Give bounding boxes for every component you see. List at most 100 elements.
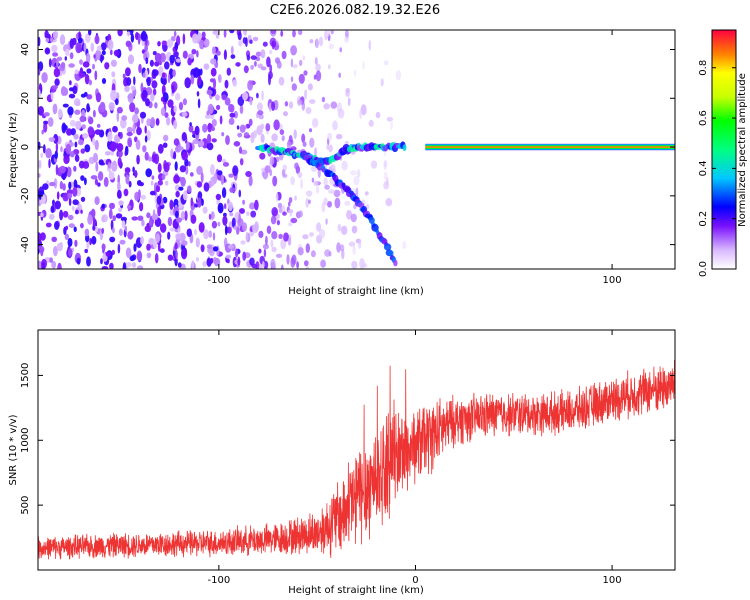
noise-blob bbox=[110, 89, 117, 101]
noise-blob bbox=[245, 37, 248, 48]
noise-blob bbox=[197, 140, 205, 148]
noise-blob bbox=[196, 257, 199, 262]
colorbar-tick-label: 0.4 bbox=[698, 160, 709, 176]
noise-blob bbox=[44, 47, 51, 55]
colorbar bbox=[711, 29, 737, 270]
noise-blob bbox=[247, 80, 254, 91]
noise-blob bbox=[93, 152, 98, 163]
noise-blob bbox=[315, 70, 322, 82]
noise-blob bbox=[80, 209, 83, 214]
noise-blob bbox=[169, 227, 176, 232]
noise-blob bbox=[109, 202, 115, 210]
noise-blob bbox=[221, 187, 227, 199]
noise-blob bbox=[139, 111, 147, 119]
noise-blob bbox=[86, 105, 91, 112]
noise-blob bbox=[107, 39, 114, 51]
noise-blob bbox=[112, 227, 115, 234]
noise-blob bbox=[339, 47, 343, 53]
noise-blob bbox=[109, 262, 114, 269]
noise-blob bbox=[270, 239, 274, 248]
noise-blob bbox=[328, 144, 333, 153]
noise-blob bbox=[117, 149, 123, 158]
noise-blob bbox=[177, 262, 182, 268]
noise-blob bbox=[38, 68, 41, 76]
noise-blob bbox=[175, 233, 182, 240]
noise-blob bbox=[211, 138, 217, 143]
noise-blob bbox=[246, 211, 250, 217]
noise-blob bbox=[210, 257, 214, 264]
noise-blob bbox=[167, 231, 171, 240]
noise-blob bbox=[110, 59, 117, 67]
noise-blob bbox=[162, 92, 169, 103]
noise-blob bbox=[64, 56, 68, 61]
noise-blob bbox=[96, 123, 101, 128]
noise-blob bbox=[297, 247, 304, 256]
noise-blob bbox=[126, 77, 132, 86]
noise-blob bbox=[226, 67, 231, 76]
noise-blob bbox=[275, 192, 279, 202]
noise-blob bbox=[217, 74, 222, 83]
noise-blob bbox=[117, 243, 121, 254]
noise-blob bbox=[211, 46, 216, 55]
colorbar-tick-label: 0.0 bbox=[698, 261, 709, 277]
noise-blob bbox=[239, 158, 244, 166]
noise-blob bbox=[184, 210, 188, 221]
noise-blob bbox=[67, 106, 74, 116]
noise-blob bbox=[208, 213, 212, 220]
noise-blob bbox=[328, 189, 335, 194]
noise-blob bbox=[90, 208, 96, 218]
noise-blob bbox=[210, 67, 217, 77]
noise-blob bbox=[89, 238, 92, 246]
noise-blob bbox=[301, 133, 306, 143]
noise-blob bbox=[146, 243, 151, 251]
noise-blob bbox=[62, 210, 69, 218]
noise-blob bbox=[210, 211, 215, 220]
noise-blob bbox=[84, 177, 87, 186]
noise-blob bbox=[105, 251, 112, 257]
noise-blob bbox=[41, 261, 46, 269]
noise-blob bbox=[84, 74, 90, 85]
noise-blob bbox=[169, 54, 175, 64]
noise-blob bbox=[67, 214, 74, 221]
colorbar-axis: 0.0 0.2 0.4 0.6 0.8 bbox=[698, 60, 736, 277]
noise-blob bbox=[237, 256, 241, 266]
noise-blob bbox=[271, 133, 278, 142]
noise-blob bbox=[286, 140, 292, 150]
noise-blob bbox=[176, 217, 182, 223]
noise-blob bbox=[113, 49, 120, 57]
noise-blob bbox=[171, 85, 175, 94]
noise-blob bbox=[49, 257, 53, 263]
noise-blob bbox=[256, 125, 263, 136]
noise-blob bbox=[107, 162, 111, 169]
noise-blob bbox=[38, 36, 41, 47]
noise-blob bbox=[359, 108, 362, 120]
noise-blob bbox=[95, 92, 102, 103]
noise-blob bbox=[139, 202, 144, 212]
noise-blob bbox=[73, 98, 81, 107]
noise-blob bbox=[290, 217, 298, 224]
noise-blob bbox=[232, 79, 238, 87]
noise-blob bbox=[260, 133, 265, 143]
noise-blob bbox=[318, 36, 324, 47]
noise-blob bbox=[305, 197, 310, 208]
noise-blob bbox=[298, 210, 303, 218]
noise-blob bbox=[336, 133, 343, 140]
noise-blob bbox=[104, 62, 110, 70]
noise-blob bbox=[130, 85, 136, 91]
noise-blob bbox=[65, 48, 70, 57]
noise-blob bbox=[309, 232, 314, 237]
noise-blob bbox=[68, 181, 72, 190]
noise-blob bbox=[117, 181, 121, 192]
noise-blob bbox=[55, 142, 59, 153]
noise-blob bbox=[228, 244, 234, 250]
noise-blob bbox=[305, 243, 310, 254]
noise-blob bbox=[191, 260, 195, 269]
noise-blob bbox=[71, 37, 77, 46]
snr-ytick-label: 1000 bbox=[20, 428, 31, 453]
noise-blob bbox=[167, 254, 174, 261]
noise-blob bbox=[133, 76, 136, 86]
noise-blob bbox=[162, 78, 167, 86]
noise-blob bbox=[69, 151, 75, 158]
spectrogram-ytick-label: -40 bbox=[20, 236, 31, 252]
track-lower-branch-point bbox=[387, 250, 394, 257]
